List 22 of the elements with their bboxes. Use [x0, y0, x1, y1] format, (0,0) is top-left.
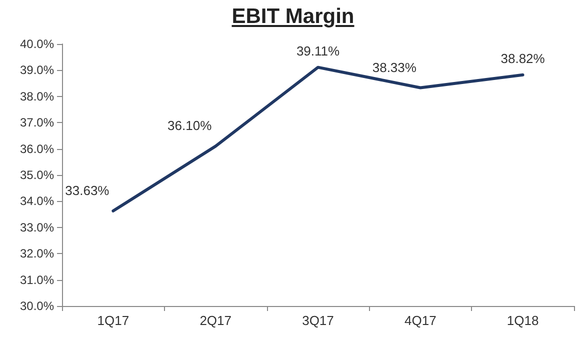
y-tick-label: 30.0%: [20, 299, 54, 313]
x-tick-label: 1Q17: [97, 313, 130, 328]
y-tick-label: 35.0%: [20, 168, 54, 182]
y-tick-label: 32.0%: [20, 246, 54, 261]
y-tick-label: 36.0%: [20, 142, 54, 156]
data-label: 38.33%: [372, 60, 417, 75]
x-tick-label: 2Q17: [200, 313, 232, 328]
data-label: 36.10%: [168, 118, 212, 134]
y-tick-label: 38.0%: [20, 89, 54, 104]
chart-title: EBIT Margin: [230, 4, 356, 30]
y-tick-label: 37.0%: [20, 116, 54, 130]
y-tick-label: 39.0%: [20, 63, 54, 78]
y-tick-label: 33.0%: [20, 220, 54, 234]
y-tick-label: 40.0%: [20, 37, 54, 51]
x-tick-label: 4Q17: [404, 313, 436, 328]
x-tick-label: 1Q18: [506, 313, 539, 328]
y-tick-label: 31.0%: [20, 272, 54, 287]
data-label: 38.82%: [500, 50, 546, 66]
y-tick-label: 34.0%: [20, 194, 54, 208]
data-label: 39.11%: [296, 43, 340, 58]
data-label: 33.63%: [65, 182, 110, 198]
x-tick-label: 3Q17: [302, 313, 334, 328]
